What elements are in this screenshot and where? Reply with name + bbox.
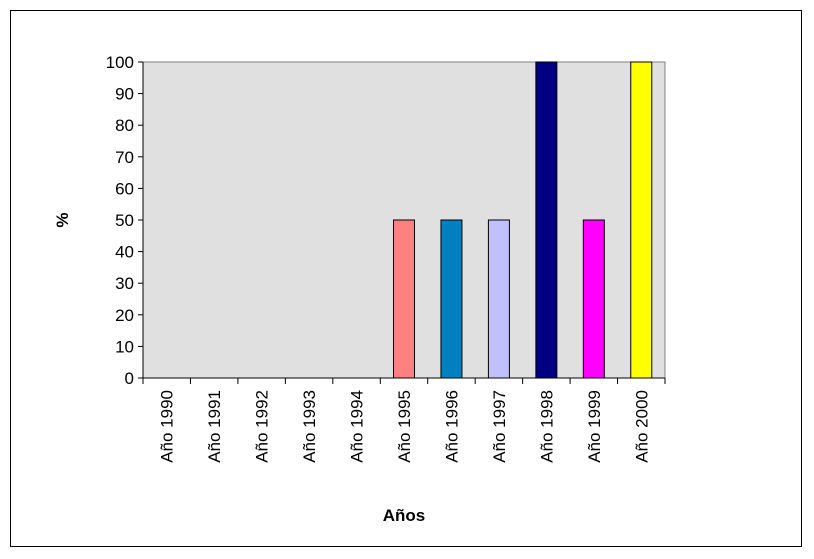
x-tick-label: Año 1992: [253, 390, 272, 463]
y-tick-label: 30: [115, 274, 134, 293]
x-tick-label: Año 2000: [632, 390, 651, 463]
y-tick-label: 90: [115, 85, 134, 104]
y-tick-label: 10: [115, 337, 134, 356]
bar-año-1998: [535, 61, 558, 379]
y-tick-label: 100: [106, 53, 134, 72]
y-axis-title: %: [53, 212, 72, 227]
y-tick-label: 70: [115, 148, 134, 167]
y-tick-label: 80: [115, 116, 134, 135]
bar-año-1996: [440, 219, 463, 379]
bar-año-1997: [487, 219, 510, 379]
bar-año-1999: [582, 219, 605, 379]
y-axis: 0 10 20 30 40 50 60 70 80 90 100: [106, 53, 144, 388]
x-tick-label: Año 1999: [585, 390, 604, 463]
x-tick-label: Año 1991: [205, 390, 224, 463]
y-tick-label: 50: [115, 211, 134, 230]
x-tick-label: Año 1995: [395, 390, 414, 463]
y-tick-label: 20: [115, 306, 134, 325]
y-tick-label: 0: [125, 369, 134, 388]
x-tick-label: Año 1998: [537, 390, 556, 463]
x-axis: Año 1990 Año 1991 Año 1992 Año 1993 Año 1994…: [142, 377, 666, 463]
x-tick-label: Año 1994: [348, 390, 367, 463]
x-tick-label: Año 1996: [442, 390, 461, 463]
x-tick-label: Año 1993: [300, 390, 319, 463]
y-tick-label: 60: [115, 179, 134, 198]
x-axis-title: Años: [383, 506, 426, 525]
bar-año-2000: [630, 61, 653, 379]
x-tick-label: Año 1990: [158, 390, 177, 463]
bar-año-1995: [393, 219, 415, 379]
bars-group: [393, 61, 653, 379]
y-tick-label: 40: [115, 243, 134, 262]
x-tick-label: Año 1997: [490, 390, 509, 463]
